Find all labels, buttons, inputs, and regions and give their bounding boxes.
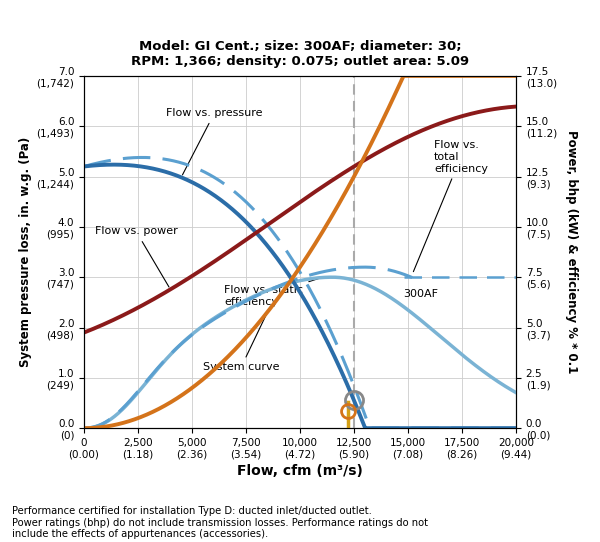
Text: System curve: System curve [203, 314, 280, 372]
Text: Performance certified for installation Type D: ducted inlet/ducted outlet.
Power: Performance certified for installation T… [12, 506, 428, 539]
Text: 300AF: 300AF [404, 289, 439, 299]
X-axis label: Flow, cfm (m³/s): Flow, cfm (m³/s) [237, 463, 363, 478]
Y-axis label: Power, bhp (kW) & efficiency % * 0.1: Power, bhp (kW) & efficiency % * 0.1 [565, 130, 578, 374]
Text: Flow vs. power: Flow vs. power [95, 227, 178, 287]
Title: Model: GI Cent.; size: 300AF; diameter: 30;
RPM: 1,366; density: 0.075; outlet a: Model: GI Cent.; size: 300AF; diameter: … [131, 40, 469, 68]
Text: Flow vs. static
efficiency: Flow vs. static efficiency [224, 279, 319, 307]
Text: Flow vs.
total
efficiency: Flow vs. total efficiency [413, 140, 488, 272]
Y-axis label: System pressure loss, in. w.g. (Pa): System pressure loss, in. w.g. (Pa) [19, 137, 32, 367]
Text: Flow vs. pressure: Flow vs. pressure [166, 108, 263, 175]
